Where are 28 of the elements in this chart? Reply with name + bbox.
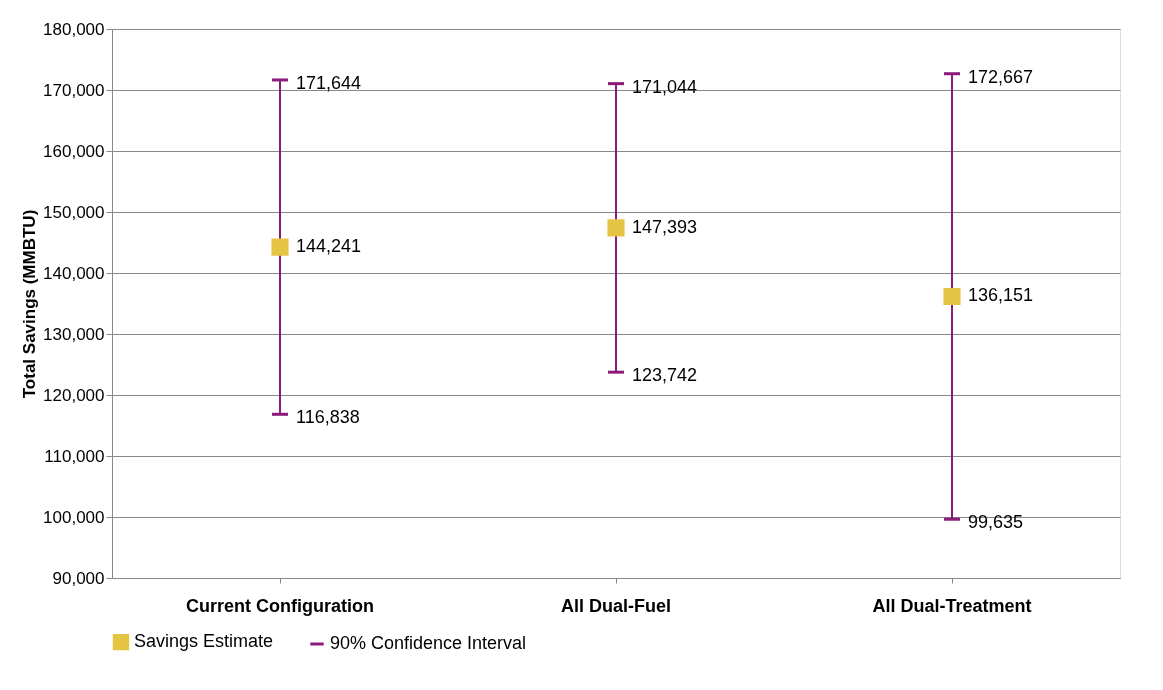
annotation: 99,635 (968, 512, 1024, 533)
annotation: 116,838 (296, 407, 360, 428)
x-tick-label: All Dual-Treatment (872, 595, 1032, 616)
annotation: 123,742 (632, 365, 698, 386)
y-tick-label: 120,000 (43, 385, 105, 405)
y-tick-label: 160,000 (43, 141, 105, 161)
annotation: 172,667 (968, 66, 1034, 87)
point (607, 219, 625, 237)
data-label: 144,241 (296, 236, 362, 257)
y-tick-label: 90,000 (52, 568, 105, 588)
y-tick-label: 150,000 (43, 202, 105, 222)
y-axis-title: Total Savings (MMBTU) (20, 209, 40, 399)
point (943, 287, 961, 306)
y-tick-label: 180,000 (43, 19, 105, 39)
legend-label: Savings Estimate (134, 631, 274, 652)
data-label: 136,151 (968, 285, 1034, 306)
y-tick-label: 110,000 (44, 446, 105, 466)
y-tick-label: 100,000 (43, 507, 105, 527)
y-tick-label: 170,000 (43, 80, 105, 100)
annotation: 171,044 (632, 76, 698, 97)
annotation: 171,644 (296, 72, 362, 93)
y-tick-label: 130,000 (43, 324, 105, 344)
legend-label: 90% Confidence Interval (330, 633, 527, 653)
point (271, 238, 289, 256)
data-label: 147,393 (632, 216, 698, 237)
x-tick-label: Current Configuration (186, 595, 374, 616)
x-tick-label: All Dual-Fuel (560, 595, 672, 616)
y-tick-label: 140,000 (43, 263, 105, 283)
